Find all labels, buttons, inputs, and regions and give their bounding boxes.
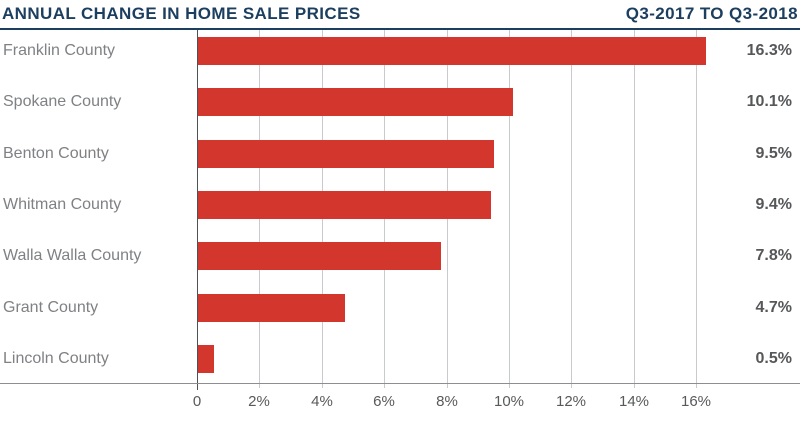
bar: [198, 345, 214, 373]
bar: [198, 242, 441, 270]
x-axis-tick-label: 2%: [248, 393, 270, 410]
bar: [198, 191, 491, 219]
bar: [198, 88, 513, 116]
gridline: [509, 30, 510, 383]
x-axis-tick-label: 14%: [618, 393, 650, 410]
x-axis-tick-label: 4%: [311, 393, 333, 410]
x-axis-tick: [696, 383, 697, 388]
category-label: Walla Walla County: [3, 247, 142, 264]
bar: [198, 294, 345, 322]
category-label: Whitman County: [3, 196, 122, 213]
zero-axis-line: [197, 30, 198, 383]
value-label: 4.7%: [755, 299, 792, 316]
x-axis-tick-label: 6%: [373, 393, 395, 410]
value-label: 16.3%: [746, 42, 792, 59]
category-label: Franklin County: [3, 42, 116, 59]
gridline: [571, 30, 572, 383]
x-axis-tick: [322, 383, 323, 388]
category-label: Grant County: [3, 299, 99, 316]
x-axis-baseline: [0, 383, 800, 384]
x-axis-tick: [509, 383, 510, 388]
value-label: 0.5%: [755, 350, 792, 367]
category-label: Lincoln County: [3, 350, 109, 367]
value-label: 9.5%: [755, 145, 792, 162]
x-axis-tick-label: 0: [192, 393, 202, 410]
gridline: [696, 30, 697, 383]
value-label: 10.1%: [746, 93, 792, 110]
chart-period: Q3-2017 TO Q3-2018: [625, 4, 798, 23]
x-axis-tick-label: 12%: [555, 393, 587, 410]
x-axis-tick: [197, 383, 198, 390]
bar: [198, 37, 706, 65]
header-rule: [0, 28, 800, 30]
value-label: 7.8%: [755, 247, 792, 264]
x-axis-tick: [259, 383, 260, 388]
x-axis-tick-label: 10%: [493, 393, 525, 410]
x-axis-tick: [634, 383, 635, 388]
x-axis-tick-label: 8%: [436, 393, 458, 410]
x-axis-tick-label: 16%: [680, 393, 712, 410]
value-label: 9.4%: [755, 196, 792, 213]
x-axis-tick: [447, 383, 448, 388]
category-label: Spokane County: [3, 93, 122, 110]
category-label: Benton County: [3, 145, 109, 162]
bar: [198, 140, 494, 168]
x-axis-tick: [571, 383, 572, 388]
chart-title: ANNUAL CHANGE IN HOME SALE PRICES: [2, 4, 361, 23]
x-axis-tick: [384, 383, 385, 388]
gridline: [634, 30, 635, 383]
